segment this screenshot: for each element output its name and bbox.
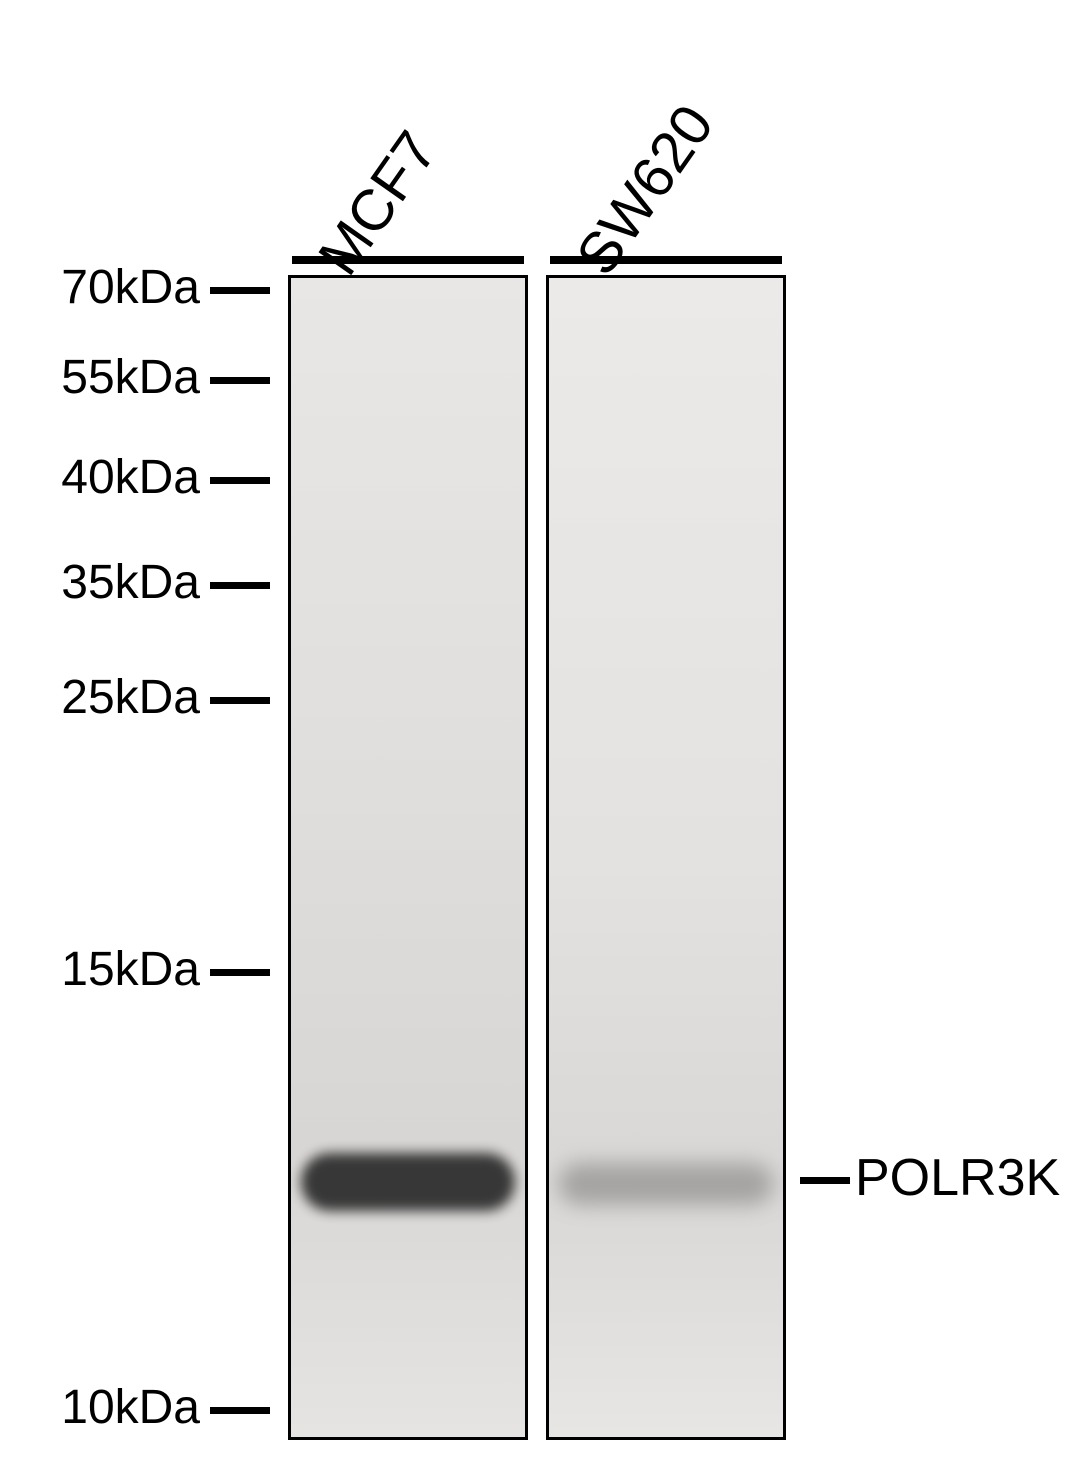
protein-band <box>301 1153 515 1211</box>
ladder-label: 35kDa <box>61 555 200 610</box>
ladder-tick <box>210 377 270 384</box>
ladder-tick <box>210 969 270 976</box>
ladder-label: 10kDa <box>61 1380 200 1435</box>
ladder-label: 25kDa <box>61 670 200 725</box>
target-label: POLR3K <box>855 1148 1060 1208</box>
lane-header-bar <box>292 256 524 264</box>
ladder-label: 15kDa <box>61 942 200 997</box>
ladder-tick <box>210 697 270 704</box>
ladder-label: 40kDa <box>61 450 200 505</box>
target-tick <box>800 1177 850 1184</box>
protein-band <box>559 1163 773 1205</box>
western-blot-figure: 70kDa 55kDa 40kDa 35kDa 25kDa 15kDa 10kD… <box>0 0 1080 1477</box>
blot-lane-mcf7 <box>288 275 528 1440</box>
ladder-tick <box>210 287 270 294</box>
ladder-tick <box>210 582 270 589</box>
ladder-tick <box>210 1407 270 1414</box>
lane-fill <box>291 278 525 1437</box>
blot-lane-sw620 <box>546 275 786 1440</box>
lane-header-bar <box>550 256 782 264</box>
ladder-label: 70kDa <box>61 260 200 315</box>
ladder-label: 55kDa <box>61 350 200 405</box>
lane-fill <box>549 278 783 1437</box>
ladder-tick <box>210 477 270 484</box>
